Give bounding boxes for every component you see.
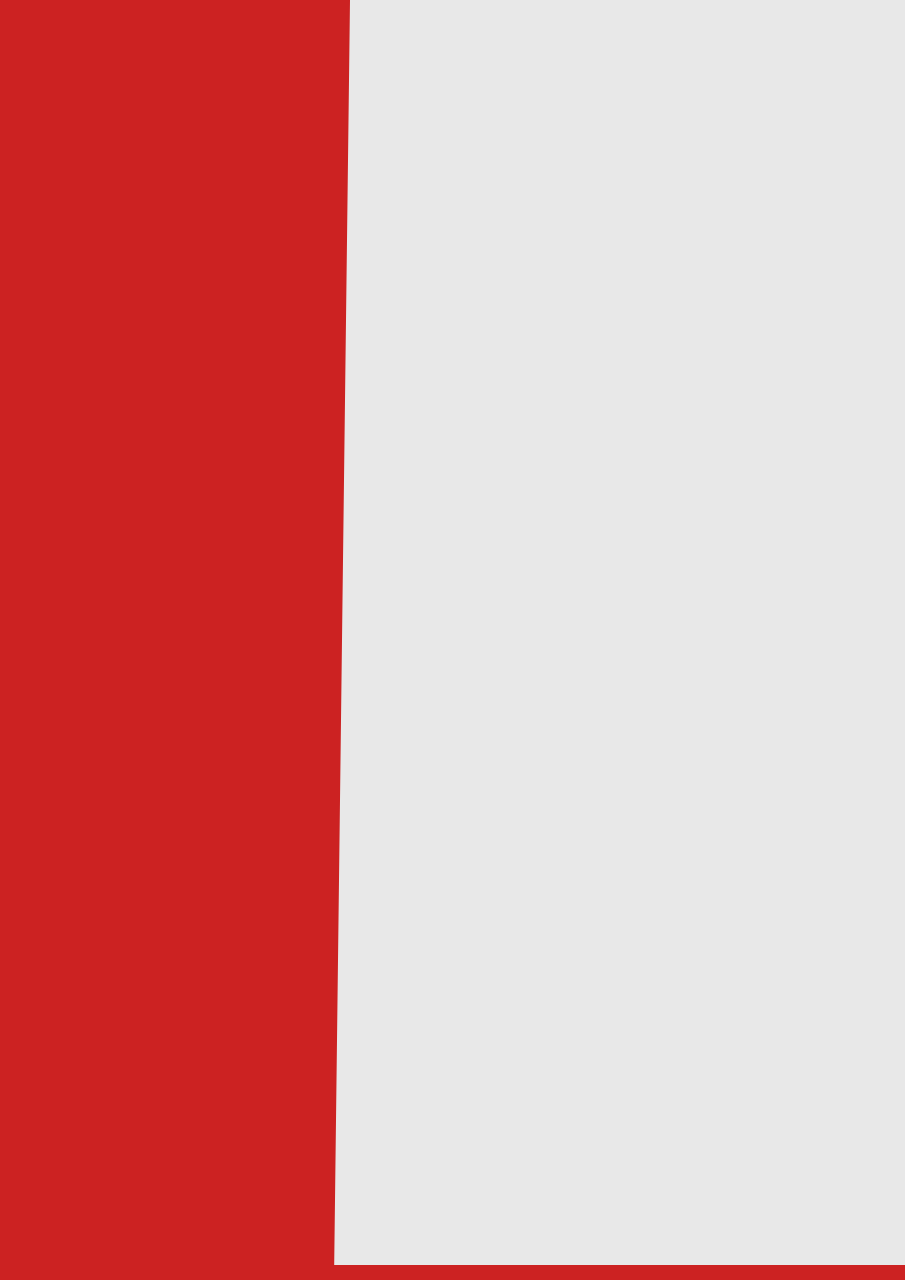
Polygon shape (275, 0, 385, 1280)
Bar (0, 0, 350, 1280)
Bar (350, 0, 905, 1280)
